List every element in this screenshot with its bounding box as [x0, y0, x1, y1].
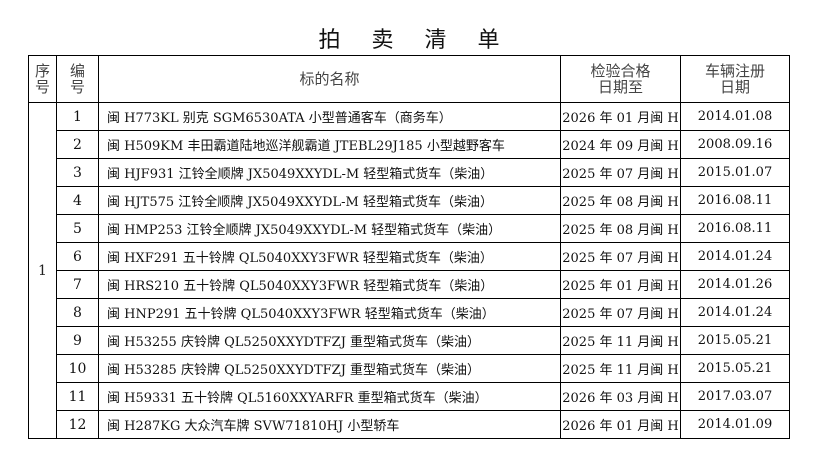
inspection-cell: 2024 年 09 月闽 H	[560, 130, 681, 159]
header-inspection: 检验合格日期至	[560, 55, 681, 103]
registration-cell: 2014.01.24	[680, 242, 790, 271]
inspection-cell: 2025 年 11 月闽 H	[560, 326, 681, 355]
registration-cell: 2016.08.11	[680, 186, 790, 215]
no-cell: 9	[56, 326, 99, 355]
registration-cell: 2017.03.07	[680, 382, 790, 411]
registration-cell: 2014.01.09	[680, 410, 790, 439]
header-no: 编号	[56, 55, 99, 103]
name-cell: 闽 H773KL 别克 SGM6530ATA 小型普通客车（商务车）	[98, 102, 561, 131]
registration-cell: 2015.05.21	[680, 354, 790, 383]
registration-cell: 2008.09.16	[680, 130, 790, 159]
no-cell: 12	[56, 410, 99, 439]
inspection-cell: 2026 年 01 月闽 H	[560, 410, 681, 439]
seq-cell: 1	[28, 102, 57, 439]
no-cell: 8	[56, 298, 99, 327]
inspection-cell: 2025 年 07 月闽 H	[560, 158, 681, 187]
name-cell: 闽 H509KM 丰田霸道陆地巡洋舰霸道 JTEBL29J185 小型越野客车	[98, 130, 561, 159]
name-cell: 闽 H53255 庆铃牌 QL5250XXYDTFZJ 重型箱式货车（柴油）	[98, 326, 561, 355]
inspection-cell: 2025 年 07 月闽 H	[560, 242, 681, 271]
name-cell: 闽 H53285 庆铃牌 QL5250XXYDTFZJ 重型箱式货车（柴油）	[98, 354, 561, 383]
name-cell: 闽 HJT575 江铃全顺牌 JX5049XXYDL-M 轻型箱式货车（柴油）	[98, 186, 561, 215]
header-registration: 车辆注册日期	[680, 55, 790, 103]
registration-cell: 2014.01.26	[680, 270, 790, 299]
name-cell: 闽 HXF291 五十铃牌 QL5040XXY3FWR 轻型箱式货车（柴油）	[98, 242, 561, 271]
no-cell: 6	[56, 242, 99, 271]
no-cell: 4	[56, 186, 99, 215]
inspection-cell: 2025 年 08 月闽 H	[560, 186, 681, 215]
no-cell: 3	[56, 158, 99, 187]
header-row: 序号 编号 标的名称 检验合格日期至 车辆注册日期	[28, 55, 790, 103]
inspection-cell: 2025 年 11 月闽 H	[560, 354, 681, 383]
registration-cell: 2015.01.07	[680, 158, 790, 187]
name-cell: 闽 HNP291 五十铃牌 QL5040XXY3FWR 轻型箱式货车（柴油）	[98, 298, 561, 327]
document-title: 拍 卖 清 单	[318, 28, 512, 53]
registration-cell: 2016.08.11	[680, 214, 790, 243]
inspection-cell: 2026 年 03 月闽 H	[560, 382, 681, 411]
name-cell: 闽 H287KG 大众汽车牌 SVW71810HJ 小型轿车	[98, 410, 561, 439]
no-cell: 10	[56, 354, 99, 383]
no-cell: 5	[56, 214, 99, 243]
no-cell: 2	[56, 130, 99, 159]
name-cell: 闽 HJF931 江铃全顺牌 JX5049XXYDL-M 轻型箱式货车（柴油）	[98, 158, 561, 187]
no-cell: 7	[56, 270, 99, 299]
registration-cell: 2014.01.08	[680, 102, 790, 131]
name-cell: 闽 HMP253 江铃全顺牌 JX5049XXYDL-M 轻型箱式货车（柴油）	[98, 214, 561, 243]
no-cell: 1	[56, 102, 99, 131]
registration-cell: 2014.01.24	[680, 298, 790, 327]
table-row: 10 闽 H53285 庆铃牌 QL5250XXYDTFZJ 重型箱式货车（柴油）…	[29, 354, 790, 383]
header-seq: 序号	[28, 55, 57, 103]
name-cell: 闽 H59331 五十铃牌 QL5160XXYARFR 重型箱式货车（柴油）	[98, 382, 561, 411]
inspection-cell: 2025 年 01 月闽 H	[560, 270, 681, 299]
table-row: 11 闽 H59331 五十铃牌 QL5160XXYARFR 重型箱式货车（柴油）…	[29, 382, 790, 411]
name-cell: 闽 HRS210 五十铃牌 QL5040XXY3FWR 轻型箱式货车（柴油）	[98, 270, 561, 299]
registration-cell: 2015.05.21	[680, 326, 790, 355]
inspection-cell: 2025 年 08 月闽 H	[560, 214, 681, 243]
inspection-cell: 2026 年 01 月闽 H	[560, 102, 681, 131]
table-row: 12 闽 H287KG 大众汽车牌 SVW71810HJ 小型轿车 2026 年 0…	[29, 410, 790, 439]
header-name: 标的名称	[98, 55, 561, 103]
inspection-cell: 2025 年 07 月闽 H	[560, 298, 681, 327]
no-cell: 11	[56, 382, 99, 411]
